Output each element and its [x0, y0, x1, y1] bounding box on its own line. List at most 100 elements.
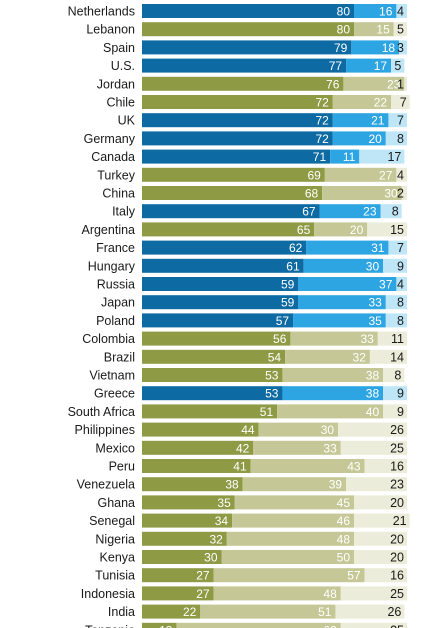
bar-segment [253, 440, 341, 455]
data-label: 11 [343, 150, 356, 164]
bar-segment [142, 149, 331, 164]
bar-segment [142, 240, 307, 255]
country-label: Hungary [88, 259, 136, 273]
bar-segment [340, 586, 407, 601]
bar-segment [380, 204, 402, 219]
data-label: 8 [392, 205, 399, 219]
data-label: 20 [368, 132, 382, 146]
bar-segment [303, 258, 384, 273]
bar-segment [142, 604, 201, 619]
country-label: Germany [84, 132, 136, 146]
data-label: 11 [391, 332, 404, 346]
bar-segment [282, 386, 384, 401]
bar-segment [388, 113, 407, 128]
data-label: 69 [307, 168, 321, 182]
country-label: Greece [94, 387, 135, 401]
country-label: Colombia [82, 332, 135, 346]
data-label: 20 [390, 496, 404, 510]
data-label: 25 [390, 623, 404, 628]
bar-segment [176, 622, 341, 628]
data-label: 23 [390, 478, 404, 492]
data-label: 5 [394, 59, 401, 73]
data-label: 20 [350, 223, 364, 237]
data-label: 7 [400, 96, 407, 110]
data-label: 9 [397, 259, 404, 273]
bar-segment [213, 568, 365, 583]
data-label: 8 [394, 369, 401, 383]
bar-segment [282, 368, 384, 382]
bar-segment [142, 531, 227, 546]
bar-segment [399, 40, 407, 55]
bar-segment [346, 58, 392, 73]
data-label: 39 [329, 478, 343, 492]
data-label: 16 [379, 5, 393, 19]
bar-segment [332, 131, 386, 146]
data-label: 23 [363, 205, 377, 219]
data-label: 27 [379, 168, 393, 182]
data-label: 62 [289, 241, 303, 255]
data-label: 14 [390, 350, 404, 364]
bar-segment [385, 295, 407, 310]
data-label: 20 [390, 551, 404, 565]
bar-segment [314, 222, 368, 237]
data-label: 4 [397, 278, 404, 292]
country-label: Italy [112, 205, 136, 219]
data-label: 51 [260, 405, 274, 419]
data-label: 53 [265, 387, 279, 401]
data-label: 45 [337, 496, 351, 510]
bar-segment [142, 477, 243, 492]
country-label: Indonesia [81, 587, 135, 601]
bar-segment [401, 186, 407, 200]
bar-segment [142, 22, 354, 37]
data-label: 17 [387, 150, 401, 164]
data-label: 62 [323, 623, 337, 628]
data-label: 9 [397, 387, 404, 401]
data-label: 32 [209, 532, 223, 546]
bar-segment [322, 186, 402, 200]
bar-segment [330, 149, 360, 164]
bar-segment [335, 604, 405, 619]
bar-segment [142, 131, 333, 146]
data-label: 22 [374, 96, 388, 110]
bar-segment [142, 331, 291, 346]
country-label: China [102, 187, 135, 201]
data-label: 31 [371, 241, 385, 255]
data-label: 38 [366, 387, 380, 401]
data-label: 76 [326, 77, 340, 91]
data-label: 72 [315, 96, 329, 110]
data-label: 27 [196, 587, 210, 601]
data-label: 35 [368, 314, 382, 328]
bar-segment [290, 331, 378, 346]
bar-segment [383, 386, 407, 401]
country-label: Venezuela [77, 478, 135, 492]
data-label: 80 [337, 5, 351, 19]
bar-segment [359, 149, 405, 164]
bar-segment [226, 531, 354, 546]
bar-segment [369, 349, 407, 364]
data-label: 56 [273, 332, 287, 346]
bar-segment [142, 4, 354, 18]
data-label: 23 [387, 77, 401, 91]
bar-segment [364, 568, 407, 583]
bar-segment [319, 204, 381, 219]
bar-segment [142, 95, 333, 109]
data-label: 48 [323, 587, 337, 601]
data-label: 30 [384, 187, 398, 201]
bar-segment [383, 404, 407, 419]
data-label: 44 [241, 423, 255, 437]
country-label: Ghana [97, 496, 135, 510]
bar-segment [364, 459, 407, 473]
bar-segment [142, 58, 347, 73]
bar-segment [213, 586, 341, 601]
country-label: Canada [91, 150, 135, 164]
data-label: 38 [366, 369, 380, 383]
data-label: 3 [397, 41, 404, 55]
data-label: 27 [196, 569, 210, 583]
bar-segment [142, 368, 283, 382]
bar-segment [391, 95, 410, 109]
bar-segment [338, 422, 407, 437]
country-label: Brazil [104, 350, 135, 364]
data-label: 33 [360, 332, 374, 346]
bar-segment [142, 386, 283, 401]
